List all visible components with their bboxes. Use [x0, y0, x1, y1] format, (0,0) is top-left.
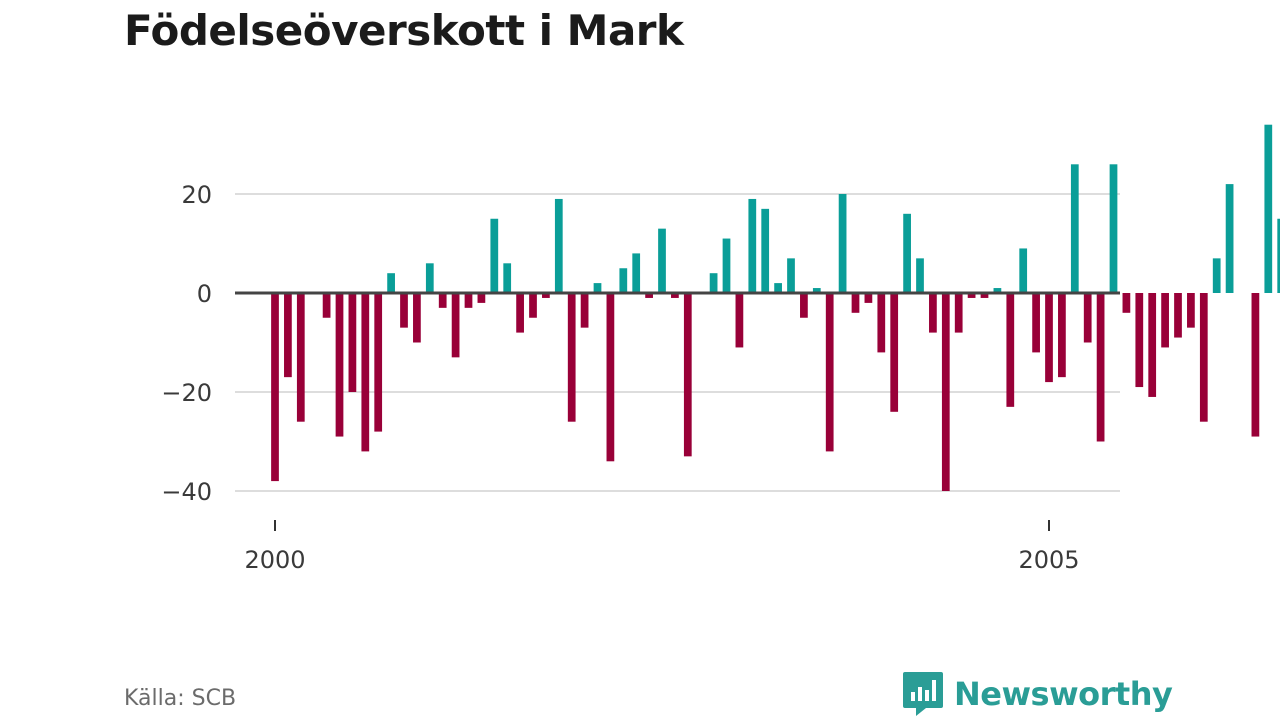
gridlines	[235, 193, 1120, 492]
chart-title: Födelseöverskott i Mark	[124, 6, 684, 55]
bar	[619, 268, 628, 293]
bar	[954, 293, 963, 333]
bar	[1083, 293, 1092, 343]
bar	[413, 293, 421, 343]
bar	[374, 293, 383, 432]
bar	[400, 293, 408, 328]
bar	[722, 238, 731, 293]
bar	[1006, 293, 1015, 407]
bar	[812, 288, 821, 293]
bar	[1161, 293, 1169, 348]
bar	[1148, 293, 1157, 397]
bar	[1096, 293, 1105, 442]
bar	[735, 293, 744, 348]
bar	[632, 253, 641, 293]
bar	[361, 293, 370, 452]
bar	[464, 293, 473, 308]
bar	[1277, 218, 1280, 293]
bar	[967, 293, 976, 298]
brand-name: Newsworthy	[954, 675, 1173, 713]
bar	[800, 293, 808, 318]
bar	[490, 218, 499, 293]
bar	[387, 273, 395, 293]
bar	[1199, 293, 1208, 422]
bar	[296, 293, 305, 422]
bar	[593, 283, 602, 293]
bar	[825, 293, 834, 452]
bar	[903, 213, 911, 293]
bar	[438, 293, 447, 308]
bar	[451, 293, 460, 358]
bar	[1122, 293, 1131, 313]
bar	[322, 293, 331, 318]
bar	[348, 293, 357, 392]
bar	[567, 293, 576, 422]
y-axis: 20 0 −20 −40	[161, 181, 212, 506]
bar	[1225, 184, 1234, 293]
bar	[1135, 293, 1144, 388]
bar	[1045, 293, 1053, 383]
bar	[993, 288, 1002, 293]
bar	[284, 293, 292, 378]
source-note: Källa: SCB	[124, 686, 237, 711]
bar	[941, 293, 950, 491]
bar	[1212, 258, 1221, 293]
x-tick-label: 2000	[244, 546, 305, 574]
y-tick-label: −40	[161, 478, 212, 506]
bar	[890, 293, 899, 412]
bar	[864, 293, 873, 303]
y-tick-label: −20	[161, 379, 212, 407]
bar	[761, 208, 770, 293]
bar	[335, 293, 344, 437]
bar	[271, 293, 279, 482]
brand-logo[interactable]: Newsworthy	[902, 670, 1173, 718]
bar	[980, 293, 989, 298]
bar	[645, 293, 653, 298]
bar	[425, 263, 434, 293]
bar	[787, 258, 795, 293]
bar	[1251, 293, 1260, 437]
y-tick-label: 0	[197, 280, 212, 308]
bar	[1187, 293, 1195, 328]
bar	[1070, 164, 1079, 293]
bar	[1109, 164, 1118, 293]
bar	[1019, 248, 1028, 293]
bar	[1264, 124, 1273, 293]
bars	[271, 124, 1280, 491]
bar	[683, 293, 692, 457]
bar	[838, 194, 847, 293]
bar	[477, 293, 486, 303]
bar	[542, 293, 550, 298]
bar	[929, 293, 937, 333]
bar	[877, 293, 886, 353]
x-tick-label: 2005	[1018, 546, 1079, 574]
bar	[709, 273, 718, 293]
bar	[658, 228, 666, 293]
bar	[554, 198, 563, 293]
bar	[529, 293, 537, 318]
bar	[1032, 293, 1040, 353]
x-axis: 200020052010201520202025	[244, 520, 1080, 574]
bar	[851, 293, 860, 313]
bar	[503, 263, 512, 293]
bar	[516, 293, 524, 333]
bar	[774, 283, 782, 293]
bar	[671, 293, 679, 298]
bar	[1058, 293, 1066, 378]
bar	[1174, 293, 1182, 338]
bar	[580, 293, 589, 328]
bar	[748, 198, 757, 293]
bar	[916, 258, 924, 293]
y-tick-label: 20	[181, 181, 212, 209]
newsworthy-logo-icon	[903, 672, 943, 716]
bar	[606, 293, 615, 462]
